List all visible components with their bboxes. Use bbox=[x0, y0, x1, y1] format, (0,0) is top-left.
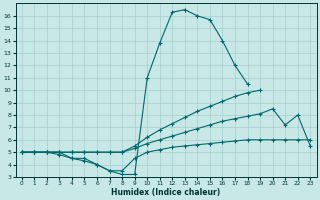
X-axis label: Humidex (Indice chaleur): Humidex (Indice chaleur) bbox=[111, 188, 221, 197]
